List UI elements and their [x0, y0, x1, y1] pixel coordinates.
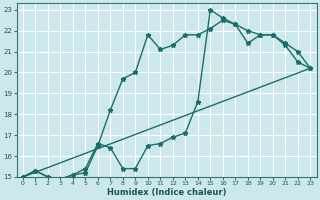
X-axis label: Humidex (Indice chaleur): Humidex (Indice chaleur) [107, 188, 226, 197]
